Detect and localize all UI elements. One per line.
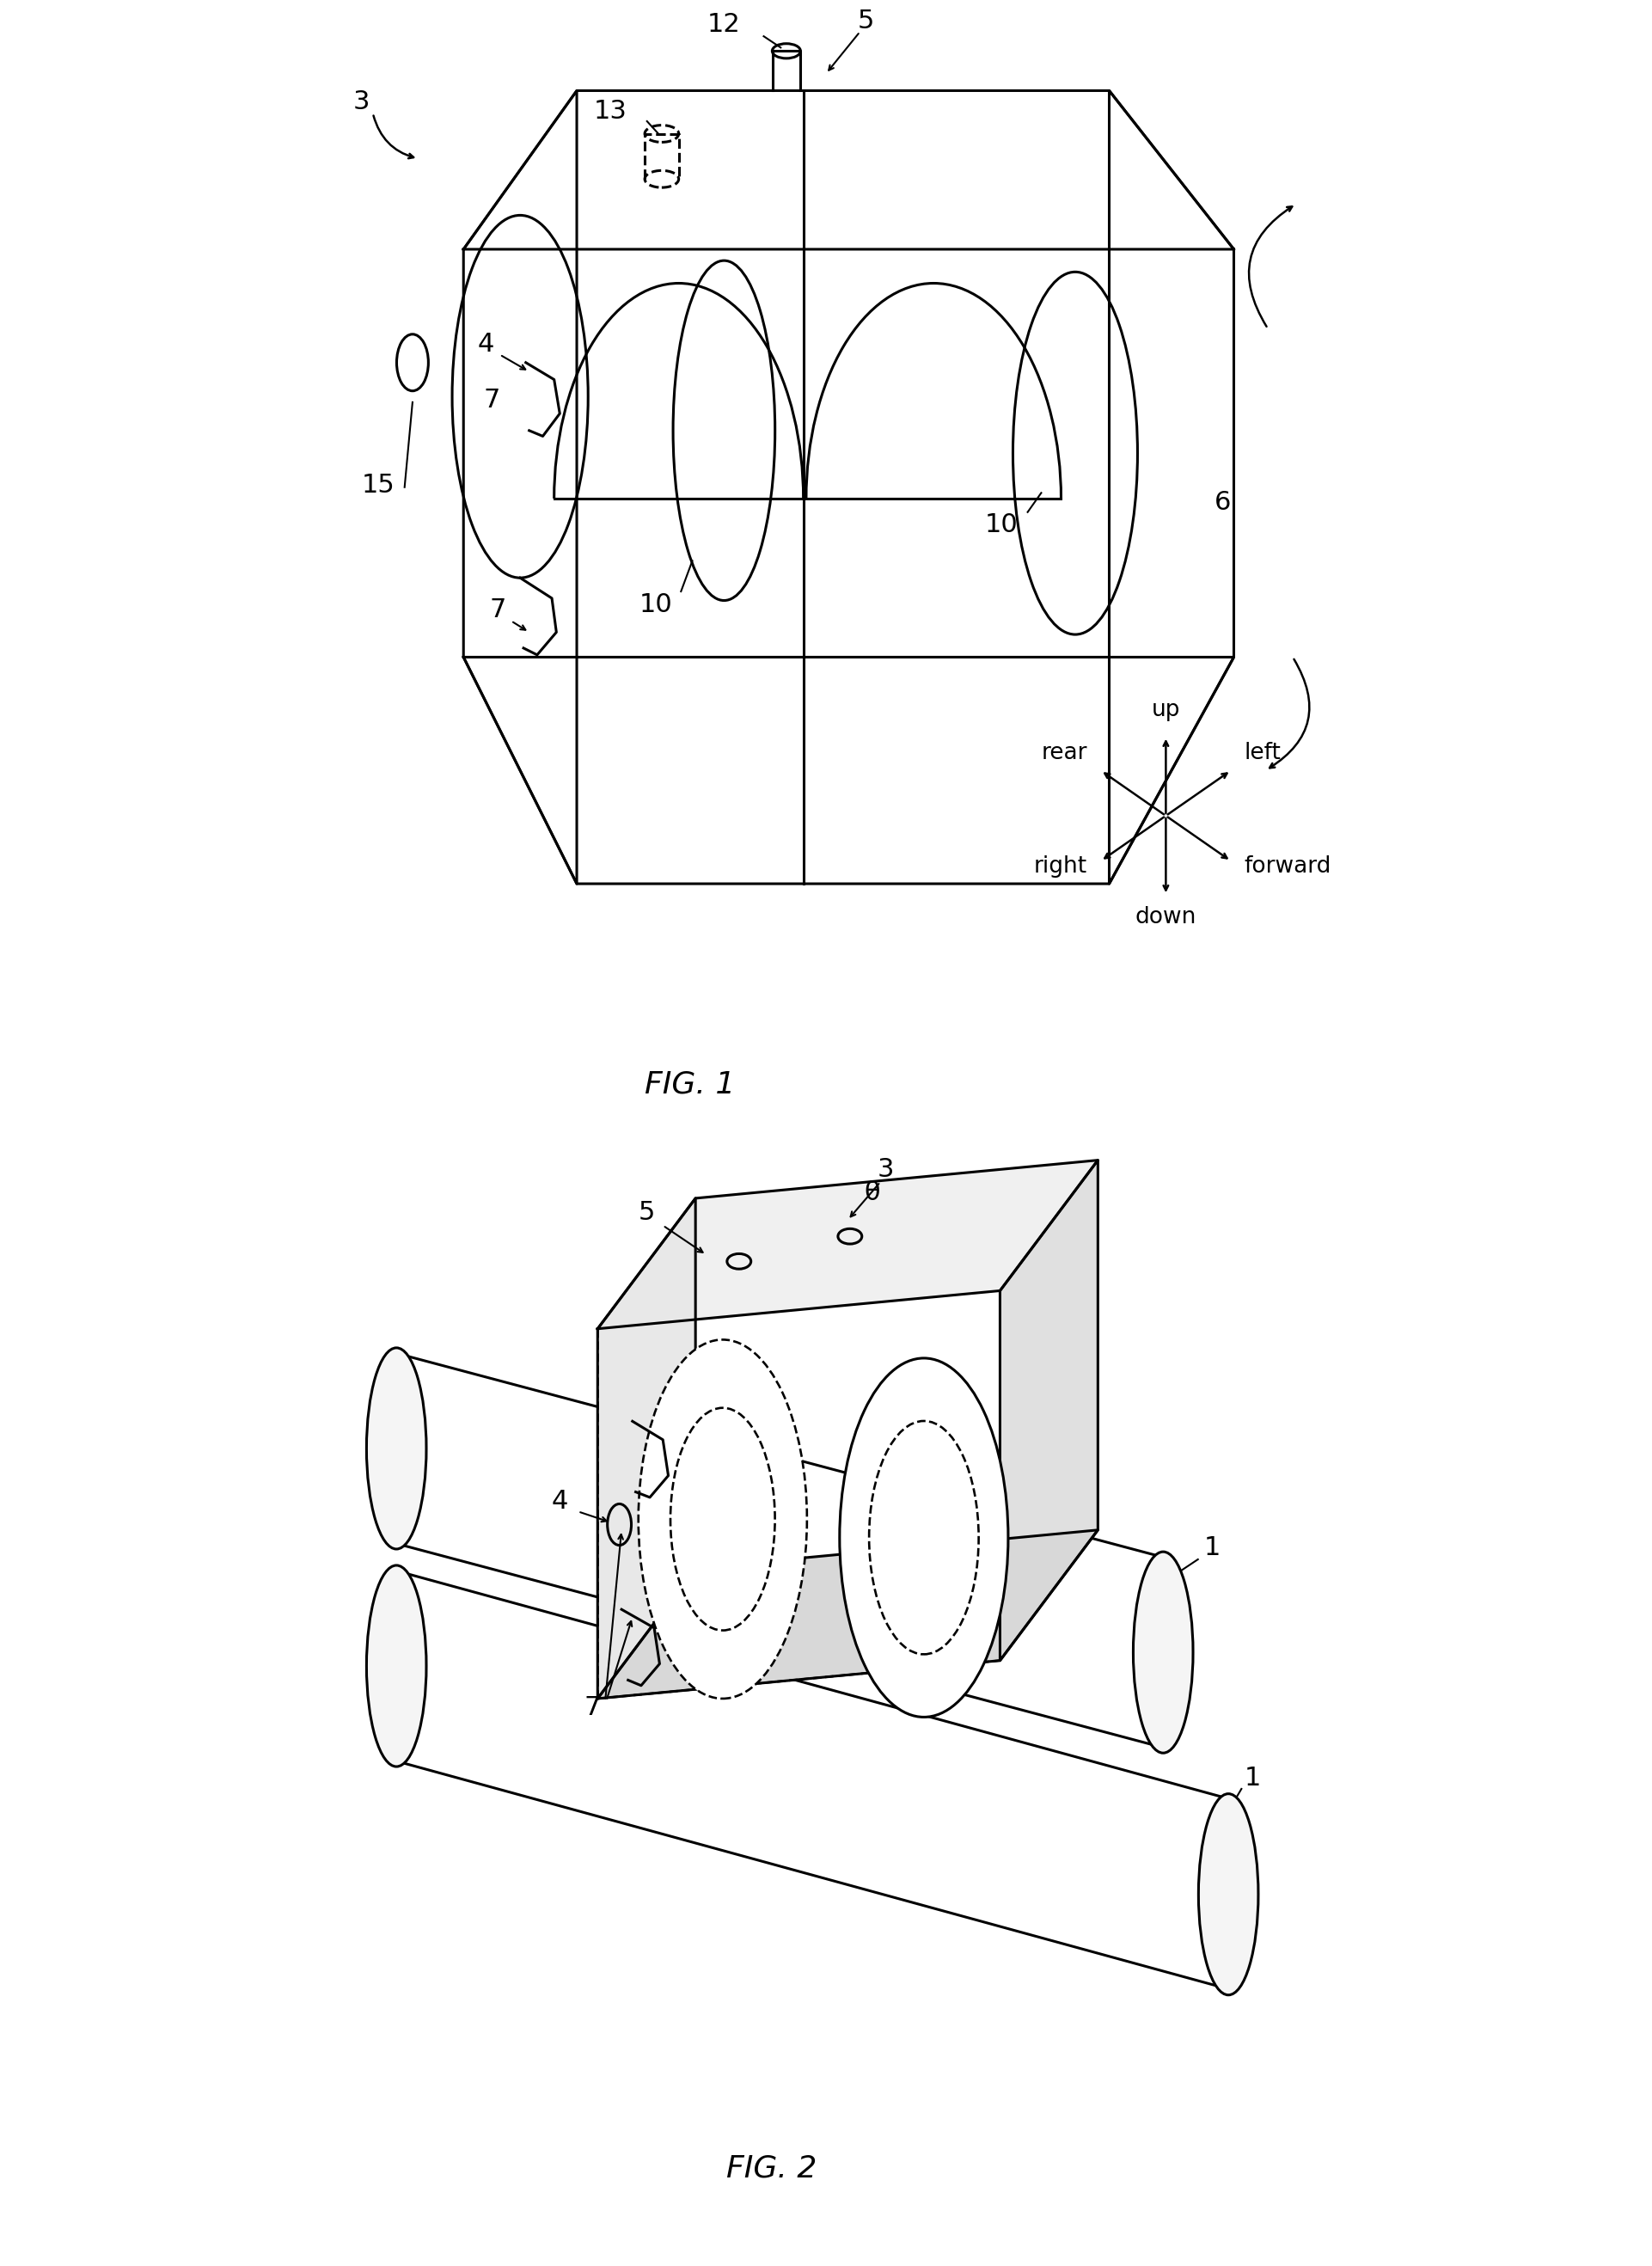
Ellipse shape [367,1348,426,1550]
Text: 1: 1 [1204,1536,1221,1561]
Ellipse shape [638,1339,806,1700]
Ellipse shape [644,125,679,143]
Text: 3: 3 [877,1156,894,1181]
Text: down: down [1135,906,1196,929]
Ellipse shape [839,1357,1008,1718]
Text: rear: rear [1041,741,1087,764]
Polygon shape [598,1199,695,1700]
Text: 7: 7 [484,387,501,412]
Text: 6: 6 [889,1604,905,1629]
Ellipse shape [771,43,801,59]
Text: FIG. 1: FIG. 1 [644,1070,735,1099]
Text: up: up [1151,698,1180,721]
Text: 5: 5 [638,1201,654,1226]
Text: 15: 15 [362,474,395,499]
Text: 7: 7 [489,598,506,623]
Text: 7: 7 [583,1695,601,1720]
Ellipse shape [1133,1552,1193,1754]
Text: 4: 4 [477,331,494,356]
Text: 10: 10 [639,591,672,616]
Text: 3: 3 [354,88,370,116]
Text: 13: 13 [595,100,628,125]
Text: 1: 1 [1244,1765,1260,1790]
Text: forward: forward [1244,854,1332,877]
Text: FIG. 2: FIG. 2 [727,2155,816,2182]
Polygon shape [999,1160,1099,1661]
Text: 5: 5 [857,9,874,34]
Polygon shape [598,1530,1099,1700]
Text: θ: θ [864,1181,879,1206]
Text: 6: 6 [1214,489,1231,514]
Text: right: right [1034,854,1087,877]
Polygon shape [598,1160,1099,1328]
Text: 4: 4 [552,1489,568,1514]
Ellipse shape [367,1566,426,1767]
Ellipse shape [1198,1795,1259,1994]
Text: 10: 10 [985,512,1018,537]
Text: left: left [1244,741,1282,764]
Text: 12: 12 [707,11,740,36]
